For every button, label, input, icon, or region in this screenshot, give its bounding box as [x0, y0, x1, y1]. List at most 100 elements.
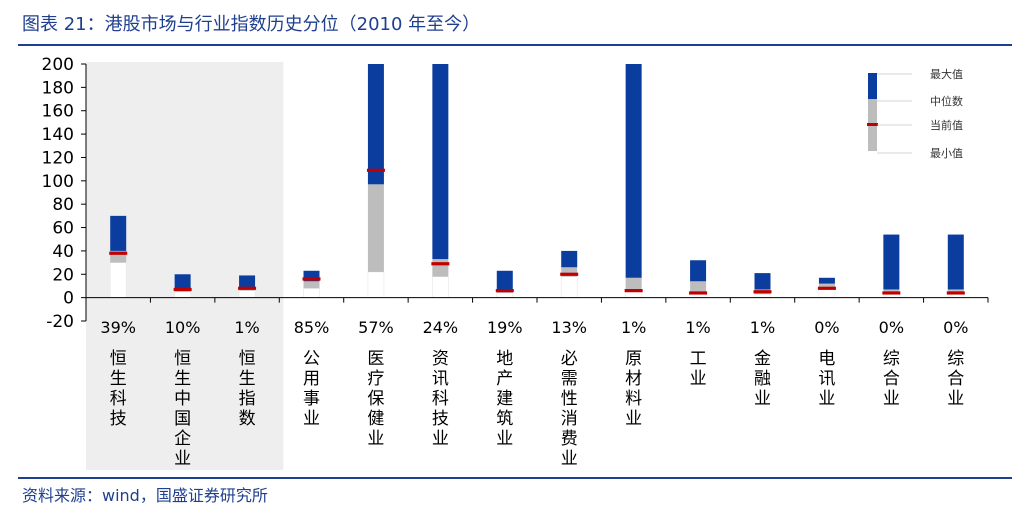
min-segment [496, 292, 514, 298]
category-label-char: 业 [818, 389, 835, 409]
range-bar [431, 64, 450, 298]
current-marker [173, 287, 192, 292]
current-marker [946, 291, 965, 295]
category-label-char: 公 [303, 349, 320, 369]
y-tick-label: 100 [42, 172, 74, 192]
legend-swatch [868, 125, 877, 151]
range-bar [238, 275, 257, 298]
range-bar [882, 234, 901, 298]
current-marker [238, 286, 257, 290]
current-marker [882, 291, 901, 295]
category-label-char: 中 [174, 389, 191, 409]
percentile-label: 10% [165, 318, 201, 337]
category-label-char: 融 [754, 369, 771, 389]
max-segment [174, 274, 191, 289]
range-bar [366, 64, 385, 298]
current-marker [109, 251, 128, 255]
category-label-char: 合 [947, 369, 964, 389]
median-segment [690, 281, 707, 295]
category-label-char: 事 [303, 389, 320, 409]
percentile-label: 1% [621, 318, 646, 337]
legend-entry: 最小值 [930, 147, 963, 160]
min-segment [174, 291, 191, 298]
category-label-char: 费 [561, 429, 578, 449]
current-marker [624, 289, 643, 293]
category-label-char: 讯 [818, 369, 835, 389]
percentile-label: 24% [423, 318, 459, 337]
legend-entry: 当前值 [930, 118, 963, 132]
median-segment [110, 250, 127, 263]
category-label-char: 材 [625, 369, 642, 389]
category-label-char: 资 [432, 349, 449, 369]
legend-swatch [868, 99, 877, 125]
max-segment [625, 64, 642, 278]
legend-swatch [868, 73, 877, 99]
current-marker [560, 272, 579, 276]
category-label-char: 需 [561, 369, 578, 389]
y-tick-label: 40 [52, 242, 74, 262]
min-segment [883, 293, 900, 298]
range-bar [302, 270, 321, 298]
percentile-label: 1% [234, 318, 259, 337]
category-label-char: 必 [561, 349, 578, 369]
category-label-char: 医 [367, 349, 384, 369]
current-marker [431, 262, 450, 266]
range-bar [109, 215, 128, 298]
title-divider [18, 44, 1012, 46]
category-label-char: 消 [561, 409, 578, 429]
category-label-char: 工 [690, 349, 707, 369]
percentile-label: 13% [551, 318, 587, 337]
category-label-char: 料 [625, 389, 642, 409]
y-tick-label: -20 [46, 312, 74, 332]
percentile-label: 1% [750, 318, 775, 337]
percentile-label: 0% [879, 318, 904, 337]
range-bar [753, 273, 772, 298]
max-segment [690, 260, 707, 282]
legend-entry: 中位数 [930, 94, 963, 108]
max-segment [883, 234, 900, 290]
median-segment [561, 267, 578, 277]
category-label-char: 讯 [432, 369, 449, 389]
median-segment [818, 283, 835, 290]
max-segment [754, 273, 771, 290]
percentile-label: 0% [814, 318, 839, 337]
category-label-char: 合 [883, 369, 900, 389]
category-label-char: 业 [754, 389, 771, 409]
bars-layer [109, 64, 965, 298]
min-segment [689, 293, 707, 298]
current-marker [302, 277, 321, 281]
median-segment [367, 184, 384, 272]
y-tick-label: 60 [52, 219, 74, 239]
max-segment [303, 270, 320, 282]
max-segment [818, 277, 835, 284]
min-segment [754, 293, 771, 298]
current-marker [753, 290, 772, 294]
chart-title: 图表 21：港股市场与行业指数历史分位（2010 年至今） [22, 14, 481, 35]
range-bar [817, 277, 836, 298]
label-layer: 39%恒生科技10%恒生中国企业1%恒生指数85%公用事业57%医疗保健业24%… [100, 318, 968, 469]
min-segment [560, 276, 578, 298]
percentile-label: 57% [358, 318, 394, 337]
y-tick-label: 200 [42, 55, 74, 75]
category-label-char: 综 [947, 349, 964, 369]
min-segment [303, 287, 320, 298]
footer-divider [18, 477, 1012, 479]
current-marker [689, 291, 708, 295]
range-bar [173, 274, 192, 298]
category-label-char: 业 [303, 409, 320, 429]
category-label-char: 生 [239, 369, 256, 389]
category-label-char: 建 [496, 389, 513, 409]
percentile-label: 1% [685, 318, 710, 337]
min-segment [238, 290, 256, 298]
category-label-char: 生 [110, 369, 127, 389]
category-label-char: 金 [754, 349, 771, 369]
min-segment [947, 293, 965, 298]
max-segment [947, 234, 964, 290]
axis-layer: -20 0 20 40 60 80 100 120 140 160 180 200 [42, 55, 989, 332]
category-label-char: 业 [561, 449, 578, 469]
y-tick-label: 140 [42, 125, 74, 145]
range-bar [946, 234, 965, 298]
category-label-char: 产 [496, 369, 513, 389]
category-label-char: 恒 [174, 349, 191, 369]
min-segment [818, 289, 836, 298]
